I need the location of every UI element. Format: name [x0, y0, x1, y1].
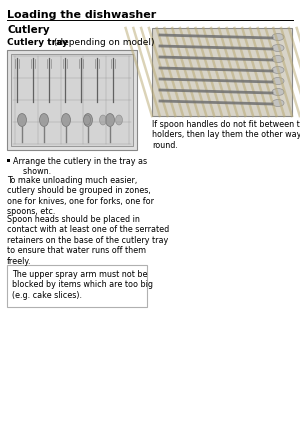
Text: Arrange the cutlery in the tray as
    shown.: Arrange the cutlery in the tray as shown…	[13, 157, 147, 176]
Bar	[7, 265, 147, 307]
Bar	[152, 28, 292, 116]
Bar	[7, 159, 10, 162]
Text: Loading the dishwasher: Loading the dishwasher	[7, 10, 156, 20]
Ellipse shape	[17, 113, 26, 127]
Ellipse shape	[272, 56, 284, 62]
Ellipse shape	[83, 113, 92, 127]
Text: If spoon handles do not fit between the
holders, then lay them the other way
rou: If spoon handles do not fit between the …	[152, 120, 300, 150]
Ellipse shape	[106, 113, 115, 127]
Bar	[7, 50, 137, 150]
Text: To make unloading much easier,
cutlery should be grouped in zones,
one for knive: To make unloading much easier, cutlery s…	[7, 176, 154, 216]
Ellipse shape	[83, 115, 91, 125]
Ellipse shape	[272, 45, 284, 51]
Ellipse shape	[116, 115, 122, 125]
Text: The upper spray arm must not be
blocked by items which are too big
(e.g. cake sl: The upper spray arm must not be blocked …	[12, 270, 153, 300]
Text: (depending on model): (depending on model)	[51, 38, 154, 47]
Bar	[11, 54, 133, 146]
Text: Cutlery tray: Cutlery tray	[7, 38, 68, 47]
Ellipse shape	[40, 113, 49, 127]
Ellipse shape	[272, 99, 284, 107]
Ellipse shape	[272, 77, 284, 85]
Ellipse shape	[272, 34, 284, 40]
Text: Spoon heads should be placed in
contact with at least one of the serrated
retain: Spoon heads should be placed in contact …	[7, 215, 169, 266]
Ellipse shape	[61, 113, 70, 127]
Ellipse shape	[100, 115, 106, 125]
Ellipse shape	[272, 66, 284, 74]
Ellipse shape	[272, 88, 284, 96]
Text: Cutlery: Cutlery	[7, 25, 50, 35]
